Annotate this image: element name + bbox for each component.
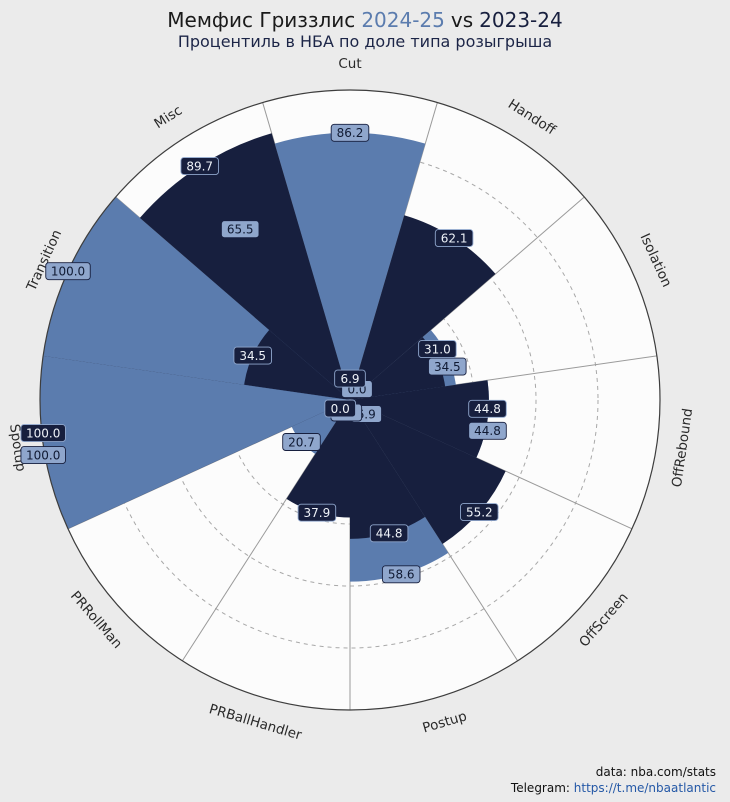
value-label-box — [297, 503, 337, 522]
value-label-text: 86.2 — [337, 126, 364, 140]
value-label-box — [434, 229, 474, 248]
value-label-text: 44.8 — [376, 527, 403, 541]
value-label-text: 55.2 — [466, 505, 493, 519]
value-label-box — [282, 433, 321, 451]
category-label-Handoff: Handoff — [505, 96, 559, 139]
value-label-text: 44.8 — [474, 424, 501, 438]
value-label-PRRollMan-2024-25: 20.7 — [282, 433, 321, 451]
value-label-Postup-2024-25: 58.6 — [381, 565, 421, 584]
value-label-OffRebound-2023-24: 44.8 — [468, 399, 507, 418]
value-label-box — [20, 424, 66, 443]
value-label-text: 65.5 — [227, 223, 254, 237]
value-label-box — [369, 524, 409, 543]
value-label-box — [324, 399, 357, 418]
value-label-box — [180, 157, 219, 176]
value-label-text: 6.9 — [340, 372, 359, 386]
value-label-text: 58.6 — [388, 568, 415, 582]
value-label-text: 34.5 — [434, 360, 461, 374]
polar-bar-chart: CutHandoffIsolationOffReboundOffScreenPo… — [6, 56, 696, 744]
category-label-Postup: Postup — [421, 708, 469, 736]
value-label-PRRollMan-2023-24: 0.0 — [324, 399, 357, 418]
value-label-OffRebound-2024-25: 44.8 — [468, 421, 507, 440]
value-label-Handoff-2023-24: 62.1 — [434, 229, 474, 248]
value-label-Spotup-2024-25: 100.0 — [20, 446, 66, 465]
value-label-Transition-2024-25: 100.0 — [45, 262, 91, 281]
value-label-box — [468, 421, 507, 440]
value-label-box — [233, 346, 272, 365]
value-label-Postup-2023-24: 44.8 — [369, 524, 409, 543]
category-label-Misc: Misc — [151, 103, 185, 133]
category-label-Isolation: Isolation — [636, 231, 674, 290]
value-label-box — [418, 340, 457, 359]
wedge-Misc-2023-24 — [139, 133, 350, 400]
title-season-previous: 2023-24 — [479, 8, 563, 32]
chart-title: Мемфис Гриззлис 2024-25 vs 2023-24 — [0, 8, 730, 32]
chart-subtitle: Процентиль в НБА по доле типа розыгрыша — [177, 32, 553, 51]
value-label-Misc-2023-24: 89.7 — [180, 157, 219, 176]
telegram-line: Telegram: https://t.me/nbaatlantic — [511, 780, 716, 796]
value-label-text: 0.0 — [331, 402, 350, 416]
value-label-Spotup-2023-24: 100.0 — [20, 424, 66, 443]
category-label-PRBallHandler: PRBallHandler — [207, 701, 304, 743]
wedge-Spotup-2024-25 — [39, 355, 350, 529]
value-label-text: 44.8 — [474, 402, 501, 416]
category-label-Cut: Cut — [338, 56, 361, 72]
title-season-current: 2024-25 — [361, 8, 445, 32]
value-label-box — [45, 262, 91, 281]
value-label-box — [468, 399, 507, 418]
value-label-text: 100.0 — [51, 265, 85, 279]
value-label-Cut-2023-24: 6.9 — [334, 369, 366, 388]
category-label-OffRebound: OffRebound — [669, 407, 696, 488]
value-label-box — [20, 446, 66, 465]
category-label-Transition: Transition — [23, 227, 65, 294]
title-team: Мемфис Гриззлис — [167, 8, 356, 32]
wedge-PRBallHandler-2023-24 — [286, 400, 350, 518]
value-label-Misc-2024-25: 65.5 — [220, 220, 260, 239]
chart-footer: data: nba.com/stats Telegram: https://t.… — [511, 764, 716, 796]
telegram-label: Telegram: — [510, 780, 570, 795]
value-label-box — [428, 357, 467, 376]
value-label-OffScreen-2023-24: 55.2 — [460, 503, 499, 522]
value-label-PRBallHandler-2023-24: 37.9 — [297, 503, 337, 522]
value-label-Cut-2024-25: 86.2 — [330, 123, 370, 142]
value-label-Isolation-2024-25: 34.5 — [428, 357, 467, 376]
wedge-OffRebound-2023-24 — [350, 380, 489, 458]
value-label-text: 31.0 — [424, 342, 451, 356]
value-label-text: 100.0 — [26, 426, 60, 440]
value-label-box — [330, 123, 370, 142]
value-label-text: 89.7 — [186, 159, 213, 173]
value-label-text: 34.5 — [239, 349, 266, 363]
value-label-Isolation-2023-24: 31.0 — [418, 340, 457, 359]
value-label-box — [334, 369, 366, 388]
value-label-text: 100.0 — [26, 448, 60, 462]
value-label-text: 37.9 — [304, 506, 331, 520]
value-label-box — [460, 503, 499, 522]
telegram-link[interactable]: https://t.me/nbaatlantic — [573, 780, 716, 795]
wedge-Postup-2023-24 — [350, 400, 426, 539]
value-label-text: 20.7 — [288, 435, 315, 449]
wedge-Handoff-2023-24 — [350, 215, 496, 400]
data-source: data: nba.com/stats — [595, 764, 716, 779]
wedge-Cut-2024-25 — [274, 132, 426, 400]
value-label-box — [381, 565, 421, 584]
title-vs: vs — [450, 8, 474, 32]
outer-circle — [39, 89, 661, 711]
value-label-Transition-2023-24: 34.5 — [233, 346, 272, 365]
value-label-box — [220, 220, 260, 239]
chart-header: Мемфис Гриззлис 2024-25 vs 2023-24 Проценти… — [0, 0, 730, 54]
value-label-text: 62.1 — [441, 231, 468, 245]
